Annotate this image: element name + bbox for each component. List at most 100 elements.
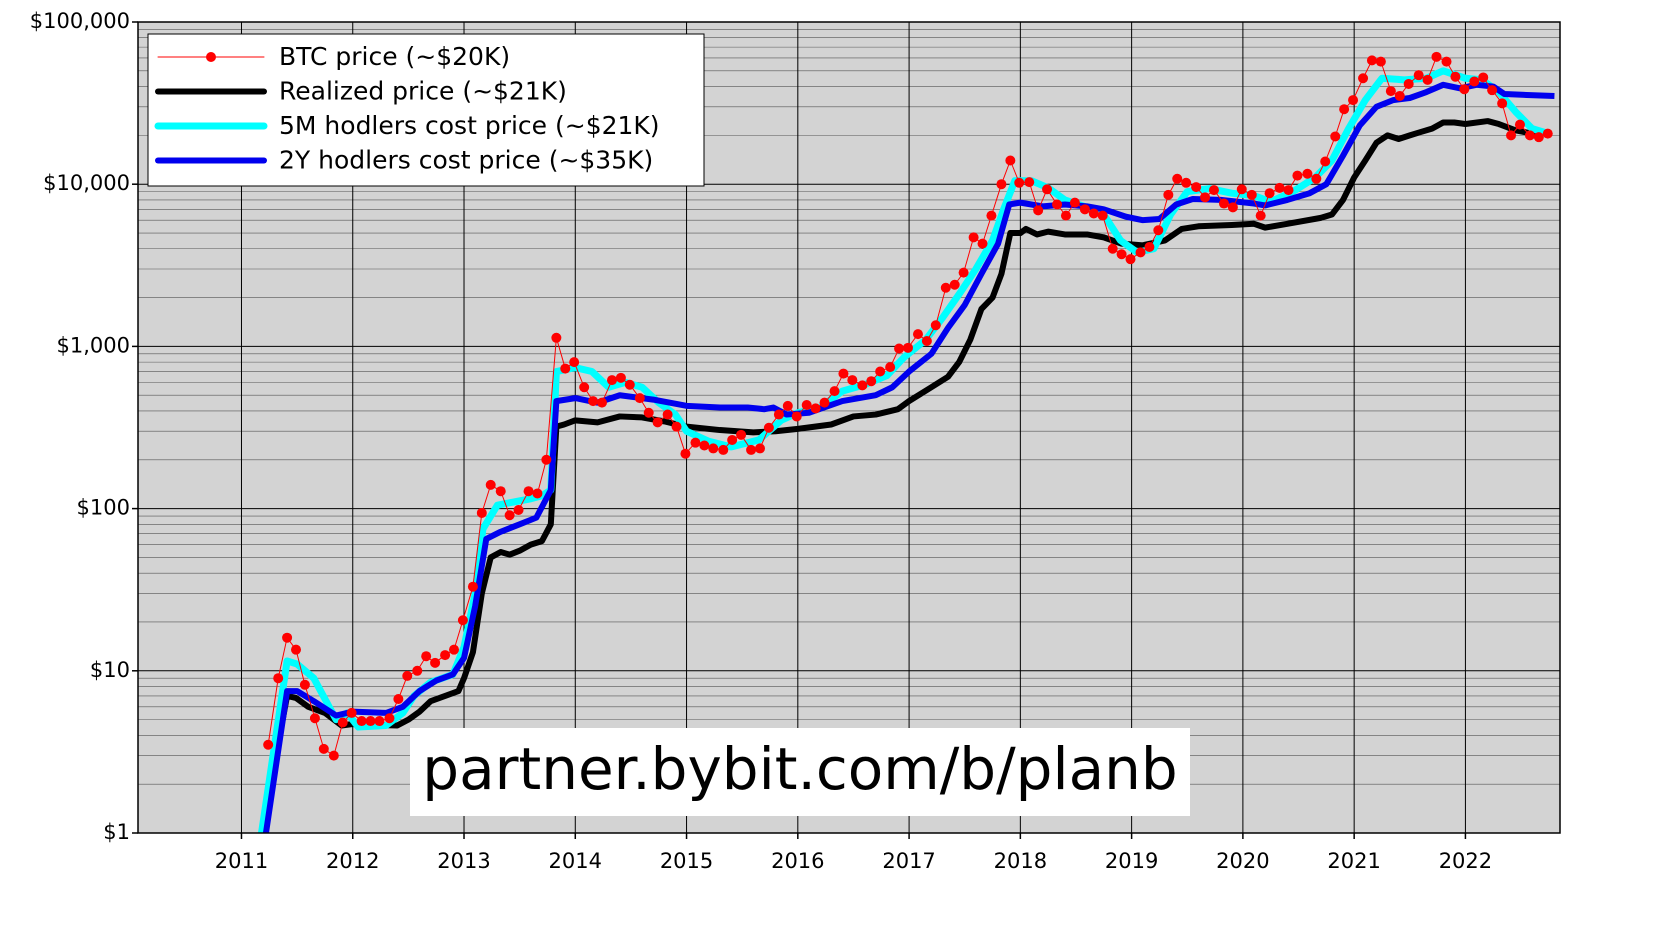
y-tick-label: $1,000 — [57, 333, 130, 357]
data-point — [727, 434, 738, 445]
data-point — [374, 716, 385, 727]
data-point — [1181, 177, 1192, 188]
data-point — [782, 400, 793, 411]
data-point — [1441, 56, 1452, 67]
data-point — [263, 739, 274, 750]
plot-frame — [137, 21, 1561, 834]
data-point — [328, 750, 339, 761]
data-point — [1014, 177, 1025, 188]
legend-marker — [206, 52, 216, 62]
legend-label: Realized price (~$21K) — [279, 77, 567, 106]
legend-label: 2Y hodlers cost price (~$35K) — [279, 146, 653, 175]
data-point — [402, 670, 413, 681]
data-point — [430, 657, 441, 668]
data-point — [1079, 204, 1090, 215]
data-point — [1478, 72, 1489, 83]
data-point — [1348, 95, 1359, 106]
data-point — [1413, 70, 1424, 81]
data-point — [1255, 210, 1266, 221]
y-tick-label: $1 — [103, 820, 130, 844]
data-point — [1302, 168, 1313, 179]
data-point — [699, 440, 710, 451]
x-tick-label: 2019 — [1105, 849, 1158, 873]
data-point — [1533, 132, 1544, 143]
data-point — [1116, 249, 1127, 260]
data-point — [773, 409, 784, 420]
annotation-box — [410, 728, 1190, 816]
data-point — [412, 665, 423, 676]
data-point — [791, 411, 802, 422]
data-point — [708, 443, 719, 454]
data-point — [801, 400, 812, 411]
data-point — [680, 448, 691, 459]
data-point — [551, 332, 562, 343]
data-point — [1506, 130, 1517, 141]
series-line — [258, 118, 1550, 834]
data-point — [1097, 210, 1108, 221]
data-point — [819, 397, 830, 408]
data-point — [440, 650, 451, 661]
data-point — [1283, 185, 1294, 196]
data-point — [346, 707, 357, 718]
data-point — [485, 479, 496, 490]
data-point — [885, 362, 896, 373]
data-point — [1069, 197, 1080, 208]
data-point — [1459, 84, 1470, 95]
data-point — [829, 386, 840, 397]
x-tick-label: 2022 — [1439, 849, 1492, 873]
data-point — [1107, 243, 1118, 254]
data-point — [1320, 156, 1331, 167]
data-point — [1024, 177, 1035, 188]
data-point — [1514, 119, 1525, 130]
data-point — [1497, 98, 1508, 109]
data-point — [1403, 78, 1414, 89]
data-point — [495, 486, 506, 497]
data-point — [384, 713, 395, 724]
x-tick-label: 2021 — [1327, 849, 1380, 873]
data-point — [1469, 76, 1480, 87]
data-point — [1274, 182, 1285, 193]
data-point — [1153, 225, 1164, 236]
data-point — [1385, 86, 1396, 97]
x-tick-label: 2014 — [549, 849, 602, 873]
data-point — [754, 443, 765, 454]
data-point — [857, 380, 868, 391]
x-tick-label: 2013 — [437, 849, 490, 873]
data-point — [1542, 128, 1553, 139]
x-tick-label: 2016 — [771, 849, 824, 873]
data-point — [560, 363, 571, 374]
data-point — [930, 320, 941, 331]
data-point — [1236, 184, 1247, 195]
data-point — [1394, 90, 1405, 101]
data-point — [1042, 184, 1053, 195]
data-point — [1208, 185, 1219, 196]
data-point — [607, 375, 617, 386]
data-point — [1200, 192, 1211, 203]
data-point — [662, 409, 673, 420]
data-point — [1125, 254, 1136, 265]
x-tick-label: 2017 — [882, 849, 935, 873]
data-point — [1033, 205, 1044, 216]
data-point — [643, 407, 654, 418]
data-point — [291, 644, 301, 655]
data-point — [532, 488, 543, 499]
data-point — [1358, 73, 1369, 84]
data-point — [318, 743, 329, 754]
data-point — [624, 379, 635, 390]
data-point — [1052, 199, 1063, 210]
data-point — [810, 403, 821, 414]
data-point — [1264, 188, 1275, 199]
x-tick-label: 2018 — [994, 849, 1047, 873]
annotation: partner.bybit.com/b/planb — [422, 735, 1177, 803]
data-point — [912, 329, 923, 340]
data-point — [588, 396, 599, 407]
y-tick-label: $100,000 — [30, 9, 130, 33]
data-point — [847, 375, 858, 386]
data-point — [457, 615, 468, 626]
data-point — [1246, 189, 1257, 200]
data-point — [634, 393, 645, 404]
data-point — [273, 673, 284, 684]
data-point — [671, 421, 682, 432]
data-point — [393, 694, 404, 705]
